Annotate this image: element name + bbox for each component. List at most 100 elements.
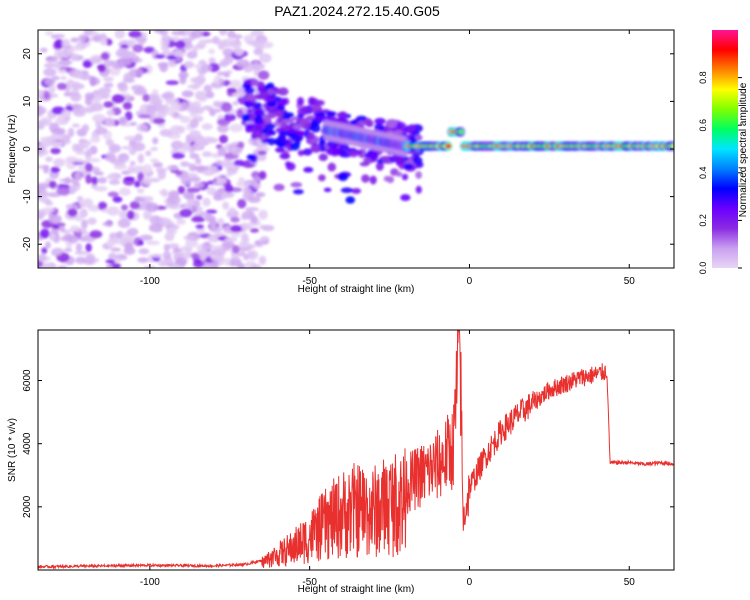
spectrogram-cell	[356, 115, 367, 121]
spectrogram-cell	[154, 54, 166, 59]
spectrogram-cell	[56, 187, 70, 196]
spectrogram-cell	[45, 156, 53, 163]
spectrogram-cell	[197, 249, 210, 257]
spectrogram-cell	[139, 234, 153, 241]
x-tick-label: 0	[467, 276, 473, 287]
spectrogram-cell	[173, 49, 185, 58]
spectrogram-cell	[82, 60, 92, 69]
spectrogram-cell	[53, 247, 63, 256]
y-tick-label: 4000	[22, 432, 33, 455]
spectrogram-cell	[130, 121, 137, 126]
spectrogram-cell	[253, 48, 264, 56]
spectrogram-cell	[282, 114, 291, 120]
spectrogram-cell	[228, 257, 242, 267]
spectrogram-cell	[209, 260, 220, 268]
spectrogram-cell	[252, 61, 261, 71]
spectrogram-cell	[310, 120, 319, 127]
spectrogram-cell	[192, 215, 203, 222]
spectrogram-cell	[160, 258, 174, 264]
spectrogram-cell	[118, 83, 129, 93]
spectrogram-cell	[258, 209, 268, 220]
spectrogram-cell	[228, 207, 236, 214]
spectrogram-cell	[282, 118, 295, 124]
spectrogram-cell	[97, 63, 107, 73]
spectrogram-cell	[211, 36, 220, 45]
spectrogram-cell	[70, 92, 82, 102]
spectrogram-cell	[74, 250, 89, 256]
spectrogram-cell	[72, 181, 80, 187]
spectrogram-cell	[54, 38, 64, 49]
spectrogram-cell	[165, 80, 179, 86]
spectrogram-cell	[43, 91, 51, 100]
colorbar: 0.0 0.2 0.4 0.6 0.8 Normalized spectral ampl…	[698, 30, 749, 274]
spectrogram-cell	[38, 140, 51, 149]
spectrogram-cell	[169, 125, 184, 135]
spectrogram-cell	[218, 61, 229, 68]
spectrogram-cell	[226, 166, 239, 172]
spectrogram-cell	[113, 161, 126, 166]
spectrogram-cell	[159, 62, 169, 73]
spectrogram-x-ticks: -100 -50 0 50	[140, 30, 635, 287]
spectrogram-cell	[123, 72, 135, 83]
spectrogram-cell	[387, 118, 399, 128]
spectrogram-cell	[66, 79, 75, 85]
spectrogram-cell	[89, 230, 103, 239]
spectrogram-cell	[106, 238, 116, 248]
colorbar-tick-label: 0.6	[698, 119, 708, 132]
spectrogram-cell	[38, 182, 50, 190]
spectrogram-cell	[129, 160, 136, 166]
spectrogram-cell	[318, 153, 328, 162]
spectrogram-cell	[351, 188, 362, 194]
spectrogram-cell	[201, 64, 212, 73]
spectrogram-cell	[194, 139, 204, 150]
spectrogram-cell	[415, 171, 423, 179]
snr-y-ticks: 2000 4000 6000	[22, 369, 674, 518]
spectrogram-cell	[134, 133, 143, 143]
spectrogram-cell	[158, 217, 172, 226]
spectrogram-cell	[49, 232, 56, 242]
spectrogram-cell	[208, 57, 216, 65]
spectrogram-cell	[256, 38, 267, 43]
spectrogram-cell	[216, 177, 227, 185]
spectrogram-cell	[231, 92, 245, 98]
spectrogram-cell	[60, 76, 67, 81]
spectrogram-cell	[81, 124, 90, 133]
spectrogram-cell	[130, 84, 144, 91]
spectrogram-cell	[117, 218, 131, 229]
spectrogram-cell	[70, 45, 82, 51]
spectrogram-cell	[103, 76, 114, 82]
spectrogram-cell	[53, 141, 65, 147]
spectrogram-cell	[57, 265, 68, 268]
spectrogram-cell	[153, 30, 165, 34]
spectrogram-cell	[70, 52, 78, 62]
spectrogram-cell	[236, 180, 251, 188]
spectrogram-cell	[57, 69, 67, 74]
spectrogram-cell	[63, 91, 73, 97]
spectrogram-cell	[240, 232, 249, 242]
spectrogram-cell	[105, 264, 113, 268]
spectrogram-cell	[75, 242, 83, 253]
spectrogram-cell	[254, 123, 263, 131]
spectrogram-cell	[258, 155, 266, 161]
spectrogram-cell	[64, 247, 73, 253]
spectrogram-cell	[166, 226, 178, 236]
spectrogram-cell	[38, 259, 44, 268]
spectrogram-cell	[238, 240, 250, 249]
colorbar-ticks: 0.0 0.2 0.4 0.6 0.8	[698, 71, 742, 274]
spectrogram-cell	[229, 123, 244, 133]
spectrogram-cell	[124, 242, 134, 251]
spectrogram-cell	[222, 48, 235, 57]
spectrogram-cell	[233, 159, 245, 167]
spectrogram-cell	[136, 36, 148, 44]
spectrogram-cell	[381, 155, 390, 164]
snr-x-label: Height of straight line (km)	[298, 584, 415, 595]
spectrogram-cell	[245, 207, 260, 212]
spectrogram-cell	[396, 121, 407, 131]
y-tick-label: 10	[22, 95, 33, 107]
spectrogram-cell	[195, 224, 205, 229]
spectrogram-cell	[223, 113, 236, 122]
spectrogram-cell	[99, 33, 107, 39]
spectrogram-cell	[44, 78, 56, 86]
spectrogram-cell	[120, 44, 129, 49]
spectrogram-cell	[90, 31, 99, 37]
